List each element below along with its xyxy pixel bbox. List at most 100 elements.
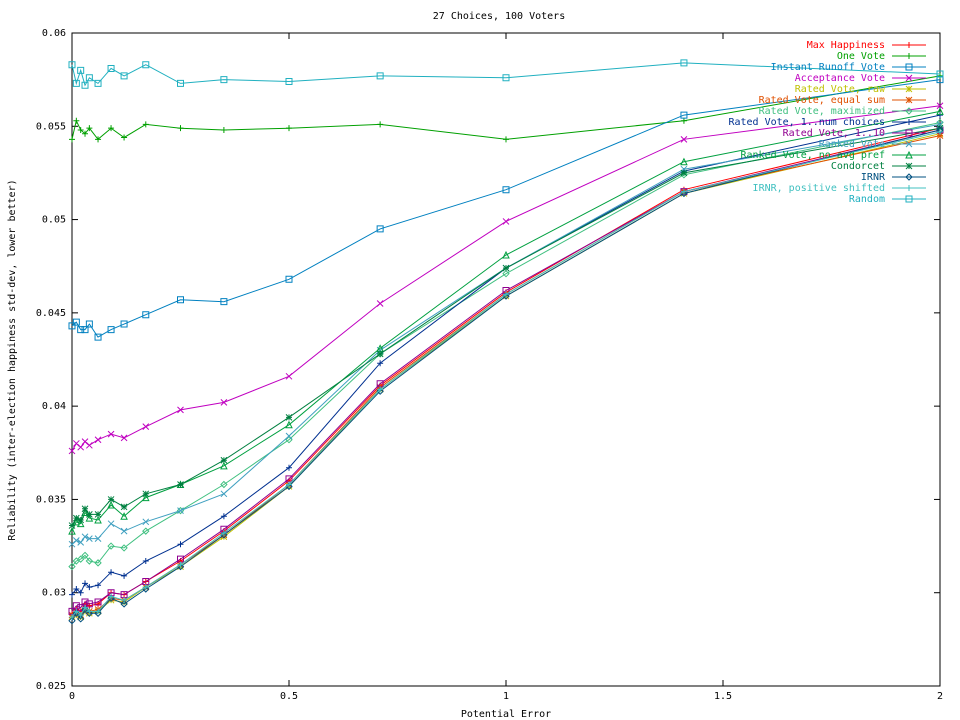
data-point	[286, 464, 292, 471]
data-point	[68, 447, 76, 455]
data-point	[86, 535, 93, 542]
data-point	[77, 127, 84, 134]
data-point	[68, 522, 76, 529]
series-layer	[68, 59, 944, 625]
data-point	[95, 582, 102, 589]
y-tick-label: 0.03	[42, 588, 66, 599]
series-acceptance-vote	[68, 102, 944, 455]
legend-entry: IRNR	[861, 172, 926, 183]
x-tick-label: 1	[503, 691, 509, 702]
data-point	[95, 608, 102, 615]
data-point	[142, 527, 150, 535]
data-point	[107, 496, 115, 503]
data-point	[177, 507, 184, 514]
data-point	[85, 320, 93, 328]
data-point	[680, 188, 687, 195]
data-point	[502, 264, 510, 272]
data-point	[85, 74, 93, 82]
legend-entry: Rated Vote, raw	[795, 84, 926, 95]
data-point	[120, 527, 128, 535]
data-point	[905, 63, 913, 71]
data-point	[285, 413, 293, 421]
data-point	[142, 423, 150, 431]
legend-label: Random	[849, 194, 885, 205]
y-tick-label: 0.05	[42, 215, 66, 226]
data-point	[680, 117, 687, 124]
data-point	[905, 140, 913, 148]
data-point	[72, 79, 80, 87]
data-point	[121, 597, 128, 604]
data-point	[285, 275, 293, 283]
data-point	[86, 584, 93, 591]
data-point	[69, 591, 75, 598]
data-point	[286, 481, 292, 488]
legend-label: Rated Vote, equal sum	[759, 95, 885, 106]
data-point	[502, 74, 510, 82]
data-point	[81, 551, 89, 560]
data-point	[502, 269, 510, 278]
data-point	[94, 609, 102, 617]
data-point	[142, 578, 150, 586]
x-axis-label: Potential Error	[461, 709, 551, 720]
data-point	[905, 107, 913, 115]
data-point	[107, 500, 115, 509]
legend-entry: Rated Vote, maximized	[759, 106, 926, 117]
data-point	[680, 111, 688, 119]
data-point	[937, 128, 943, 135]
data-point	[107, 520, 115, 528]
data-point	[82, 604, 89, 611]
data-point	[86, 511, 93, 518]
data-point	[220, 298, 228, 306]
data-point	[177, 481, 184, 488]
legend-entry: IRNR, positive shifted	[753, 183, 926, 194]
data-point	[94, 333, 102, 341]
data-point	[120, 320, 128, 328]
data-point	[72, 318, 80, 326]
y-tick-label: 0.025	[36, 681, 66, 692]
data-point	[86, 441, 93, 449]
data-point	[285, 78, 293, 86]
data-point	[905, 85, 913, 93]
data-point	[68, 61, 76, 69]
data-point	[376, 300, 384, 307]
data-point	[502, 286, 510, 294]
legend-label: Rated Vote, 1..10	[783, 128, 885, 139]
data-point	[905, 74, 913, 82]
y-axis-label: Reliability (inter-election happiness st…	[7, 179, 18, 540]
data-point	[905, 96, 913, 104]
legend-entry: Max Happiness	[807, 40, 926, 51]
data-point	[73, 608, 80, 615]
data-point	[94, 559, 102, 567]
data-point	[76, 615, 85, 623]
data-point	[72, 517, 81, 526]
data-point	[120, 512, 128, 520]
data-point	[936, 102, 944, 110]
data-point	[220, 127, 227, 134]
data-point	[905, 195, 913, 203]
data-point	[77, 443, 85, 451]
data-point	[94, 535, 102, 542]
legend-entry: Instant Runoff Vote	[771, 62, 926, 73]
series-rated-vote-1-num-choices	[69, 112, 943, 598]
series-irnr-positive-shifted	[69, 128, 943, 620]
data-point	[94, 598, 102, 606]
data-point	[377, 386, 384, 393]
data-point	[120, 600, 128, 608]
data-point	[82, 580, 89, 587]
legend-entry: One Vote	[837, 51, 926, 62]
data-point	[85, 513, 94, 522]
legend-label: Instant Runoff Vote	[771, 62, 885, 73]
series-max-happiness	[69, 125, 943, 617]
axes: 0 0.5 1 1.5 2 0.025 0.03 0.035 0.04 0.045 0.05 0.05…	[36, 28, 943, 702]
data-point	[120, 503, 128, 511]
data-point	[82, 130, 89, 137]
legend-entry: Ranked Vote, no avg pref	[741, 150, 926, 161]
data-point	[937, 112, 943, 119]
data-point	[285, 436, 293, 444]
data-point	[86, 125, 93, 132]
series-line	[71, 110, 941, 532]
series-random	[68, 59, 944, 89]
legend-entry: Rated Vote, equal sum	[759, 95, 926, 106]
legend-label: Acceptance Vote	[795, 73, 885, 84]
